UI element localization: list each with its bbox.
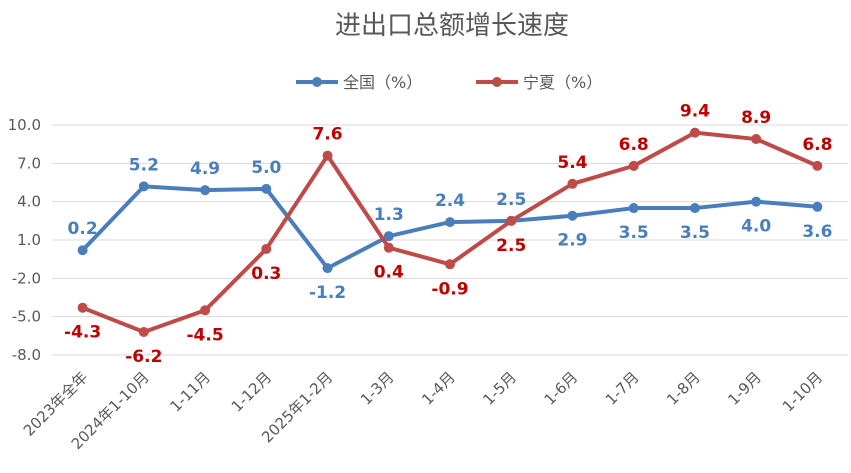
x-tick-label: 1-3月 (357, 368, 398, 409)
data-label: -6.2 (125, 347, 162, 367)
data-point (689, 203, 700, 214)
data-label: -4.5 (186, 325, 223, 345)
data-point (261, 183, 272, 194)
data-label: 2.5 (496, 190, 526, 210)
data-point (628, 203, 639, 214)
data-point (383, 231, 394, 242)
data-point (812, 201, 823, 212)
data-label: 1.3 (374, 205, 404, 225)
data-label: 5.4 (557, 153, 587, 173)
y-tick-label: 10.0 (8, 116, 41, 134)
data-point (506, 215, 517, 226)
data-label: 3.5 (680, 223, 710, 243)
y-tick-label: 1.0 (17, 231, 41, 249)
legend: 全国（%） 宁夏（%） (296, 73, 602, 92)
data-label: -0.9 (431, 279, 468, 299)
y-axis: 10.0 7.0 4.0 1.0 -2.0 -5.0 -8.0 (8, 116, 41, 364)
legend-label-ningxia: 宁夏（%） (523, 73, 602, 92)
data-point (445, 217, 455, 228)
data-label: 6.8 (802, 135, 832, 155)
data-label: 9.4 (680, 102, 710, 122)
legend-label-national: 全国（%） (343, 73, 422, 92)
data-point (200, 305, 211, 316)
x-tick-label: 1-8月 (663, 368, 704, 409)
x-tick-label: 1-12月 (228, 368, 275, 415)
data-point (567, 210, 578, 221)
chart-title: 进出口总额增长速度 (335, 11, 569, 41)
data-label: 5.2 (129, 155, 159, 175)
data-label: 6.8 (619, 135, 649, 155)
gridlines (52, 124, 848, 356)
data-label: 7.6 (312, 125, 342, 145)
data-point (200, 185, 211, 196)
y-tick-label: -8.0 (12, 346, 41, 364)
data-label: -1.2 (309, 283, 346, 303)
x-tick-label: 1-11月 (166, 368, 213, 415)
data-point (383, 242, 394, 253)
data-label: 2.5 (496, 236, 526, 256)
legend-marker-national (312, 77, 322, 87)
x-tick-label: 1-5月 (479, 368, 520, 409)
series-layer (77, 127, 823, 337)
data-label: 0.2 (68, 219, 98, 239)
x-tick-label: 1-7月 (602, 368, 643, 409)
y-tick-label: 7.0 (17, 154, 41, 172)
y-tick-label: 4.0 (17, 193, 41, 211)
data-label: 0.3 (251, 264, 281, 284)
legend-marker-ningxia (492, 77, 502, 87)
data-point (261, 243, 272, 254)
data-point (751, 196, 762, 207)
data-point (322, 150, 333, 161)
data-point (322, 263, 333, 274)
x-tick-label: 1-9月 (724, 368, 765, 409)
data-label: 0.4 (374, 263, 404, 283)
data-point (138, 181, 149, 192)
y-tick-label: -5.0 (12, 308, 41, 326)
data-label: 5.0 (251, 158, 281, 178)
data-point (812, 160, 823, 171)
data-label: 3.6 (802, 222, 832, 242)
x-tick-label: 1-6月 (541, 368, 582, 409)
data-point (567, 178, 578, 189)
data-point (751, 134, 762, 145)
data-point (689, 127, 700, 138)
data-point (445, 259, 455, 270)
data-label: 4.0 (741, 217, 771, 237)
data-label: 4.9 (190, 159, 220, 179)
data-label: 8.9 (741, 108, 771, 128)
data-point (77, 302, 88, 313)
data-point (77, 245, 88, 256)
data-label: 2.4 (435, 191, 465, 211)
data-point (628, 160, 639, 171)
data-point (138, 327, 149, 337)
data-label: 2.9 (557, 231, 587, 251)
y-tick-label: -2.0 (12, 269, 41, 287)
x-tick-label: 1-10月 (779, 368, 826, 415)
x-tick-label: 1-4月 (418, 368, 459, 409)
data-label: 3.5 (619, 223, 649, 243)
data-labels: 0.2 5.2 4.9 5.0 -1.2 1.3 2.4 2.5 2.9 3.5 3.5 4.0 3.6… (64, 102, 832, 367)
data-label: -4.3 (64, 323, 101, 343)
